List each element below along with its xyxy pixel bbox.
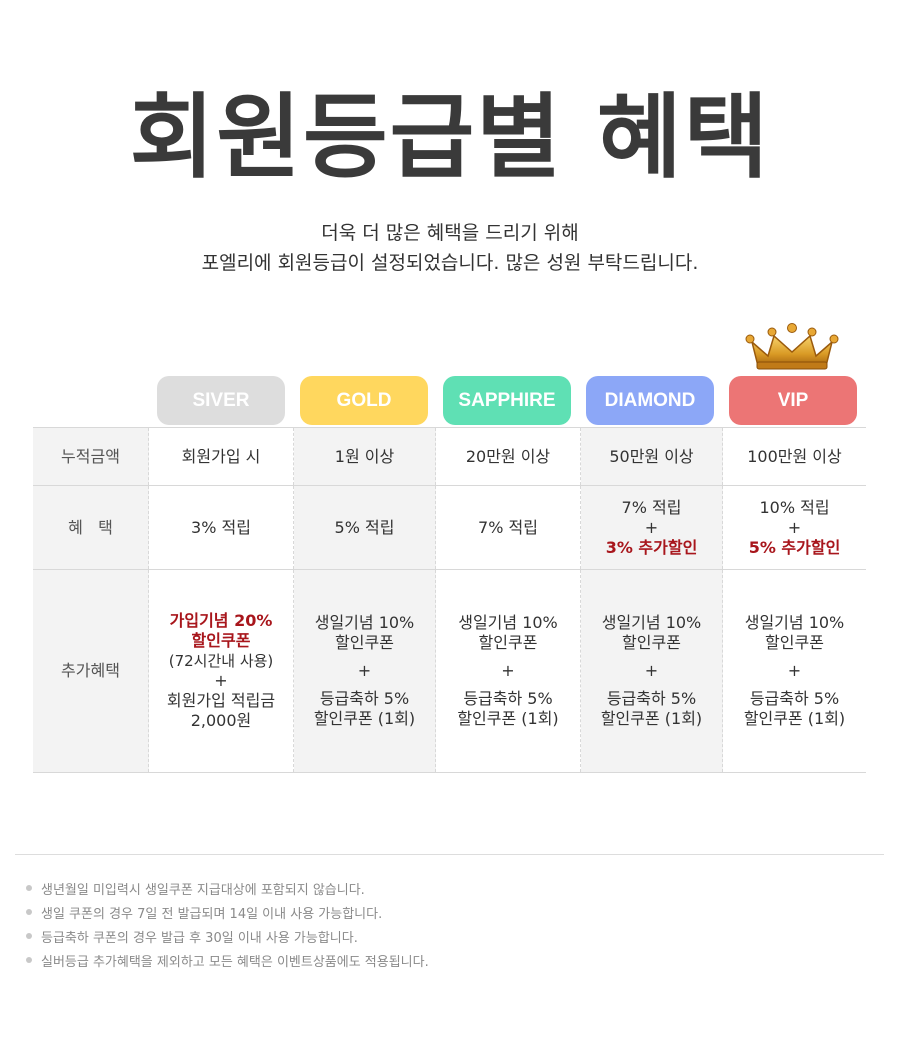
row-label-benefit-text: 혜 택 [68,517,113,537]
bullet-icon [26,957,32,963]
accumulated-diamond: 50만원 이상 [581,428,723,485]
extra-line2: 할인쿠폰 [478,633,538,652]
tier-badge-siver: SIVER [157,376,285,425]
benefit-sapphire: 7% 적립 [436,486,581,569]
extra-siver-line1: 회원가입 적립금 [166,691,276,710]
benefit-diamond-line1: 7% 적립 [621,497,682,517]
benefit-diamond: 7% 적립 + 3% 추가할인 [581,486,723,569]
bullet-icon [26,885,32,891]
benefit-gold: 5% 적립 [294,486,436,569]
accumulated-sapphire: 20만원 이상 [436,428,581,485]
extra-plus: + [501,661,515,680]
extra-line1: 생일기념 10% [744,613,845,632]
extra-gold: 생일기념 10% 할인쿠폰 + 등급축하 5% 할인쿠폰 (1회) [294,570,436,772]
notes-divider [15,854,884,855]
accumulated-vip: 100만원 이상 [747,446,842,466]
extra-line4: 할인쿠폰 (1회) [313,709,416,728]
list-item: 실버등급 추가혜택을 제외하고 모든 혜택은 이벤트상품에도 적용됩니다. [26,948,429,972]
benefit-vip-highlight: 5% 추가할인 [748,537,841,557]
extra-plus: + [357,661,372,680]
accumulated-gold: 1원 이상 [294,428,436,485]
list-item: 등급축하 쿠폰의 경우 발급 후 30일 이내 사용 가능합니다. [26,924,429,948]
tier-badge-gold: GOLD [300,376,428,425]
extra-line4: 할인쿠폰 (1회) [743,709,846,728]
list-item: 생년월일 미입력시 생일쿠폰 지급대상에 포함되지 않습니다. [26,876,429,900]
subtitle: 더욱 더 많은 혜택을 드리기 위해 포엘리에 회원등급이 설정되었습니다. 많… [0,218,900,278]
page-title: 회원등급별 혜택 [129,84,771,191]
extra-line2: 할인쿠폰 [622,633,681,652]
tier-badge-sapphire: SAPPHIRE [443,376,571,425]
extra-line3: 등급축하 5% [749,689,840,708]
extra-diamond: 생일기념 10% 할인쿠폰 + 등급축하 5% 할인쿠폰 (1회) [581,570,723,772]
extra-line4: 할인쿠폰 (1회) [600,709,703,728]
subtitle-line-2: 포엘리에 회원등급이 설정되었습니다. 많은 성원 부탁드립니다. [201,252,699,274]
bullet-icon [26,933,32,939]
extra-line3: 등급축하 5% [463,689,553,708]
extra-vip: 생일기념 10% 할인쿠폰 + 등급축하 5% 할인쿠폰 (1회) [723,570,866,772]
benefit-vip-plus: + [787,517,802,537]
extra-line4: 할인쿠폰 (1회) [457,709,559,728]
benefit-diamond-highlight: 3% 추가할인 [605,537,698,557]
subtitle-line-1: 더욱 더 많은 혜택을 드리기 위해 [321,222,579,244]
benefit-table: 누적금액 회원가입 시 1원 이상 20만원 이상 50만원 이상 100만원 … [33,427,866,773]
extra-sapphire: 생일기념 10% 할인쿠폰 + 등급축하 5% 할인쿠폰 (1회) [436,570,581,772]
note-text: 생일 쿠폰의 경우 7일 전 발급되며 14일 이내 사용 가능합니다. [41,906,383,922]
extra-siver-note: (72시간내 사용) [168,652,274,670]
list-item: 생일 쿠폰의 경우 7일 전 발급되며 14일 이내 사용 가능합니다. [26,900,429,924]
tier-badge-diamond: DIAMOND [586,376,714,425]
crown-icon [745,323,839,370]
note-text: 실버등급 추가혜택을 제외하고 모든 혜택은 이벤트상품에도 적용됩니다. [41,954,429,970]
extra-siver-plus: + [214,671,228,690]
extra-line1: 생일기념 10% [458,613,558,632]
tier-badge-vip: VIP [729,376,857,425]
extra-line1: 생일기념 10% [601,613,702,632]
benefit-vip: 10% 적립 + 5% 추가할인 [723,486,866,569]
notes-list: 생년월일 미입력시 생일쿠폰 지급대상에 포함되지 않습니다. 생일 쿠폰의 경… [26,876,429,972]
row-label-extra: 추가혜택 [33,570,149,772]
benefit-siver: 3% 적립 [149,486,294,569]
extra-line2: 할인쿠폰 [765,633,824,652]
table-row-extra: 추가혜택 가입기념 20% 할인쿠폰 (72시간내 사용) + 회원가입 적립금… [33,570,866,773]
benefit-diamond-plus: + [644,517,659,537]
note-text: 생년월일 미입력시 생일쿠폰 지급대상에 포함되지 않습니다. [41,882,365,898]
accumulated-siver: 회원가입 시 [149,428,294,485]
table-row-accumulated: 누적금액 회원가입 시 1원 이상 20만원 이상 50만원 이상 100만원 … [33,428,866,486]
extra-plus: + [787,661,802,680]
extra-plus: + [644,661,659,680]
extra-siver-highlight-1: 가입기념 20% [169,611,273,630]
benefit-vip-line1: 10% 적립 [759,497,830,517]
extra-line3: 등급축하 5% [319,689,410,708]
extra-line1: 생일기념 10% [314,613,415,632]
extra-line2: 할인쿠폰 [335,633,394,652]
extra-siver-line2: 2,000원 [190,711,252,730]
row-label-benefit: 혜 택 [33,486,149,569]
extra-siver-highlight-2: 할인쿠폰 [191,631,251,650]
bullet-icon [26,909,32,915]
note-text: 등급축하 쿠폰의 경우 발급 후 30일 이내 사용 가능합니다. [41,930,358,946]
row-label-accumulated: 누적금액 [33,428,149,485]
extra-line3: 등급축하 5% [606,689,697,708]
table-row-benefit: 혜 택 3% 적립 5% 적립 7% 적립 7% 적립 + 3% 추가할인 10… [33,486,866,570]
extra-siver: 가입기념 20% 할인쿠폰 (72시간내 사용) + 회원가입 적립금 2,00… [149,570,294,772]
